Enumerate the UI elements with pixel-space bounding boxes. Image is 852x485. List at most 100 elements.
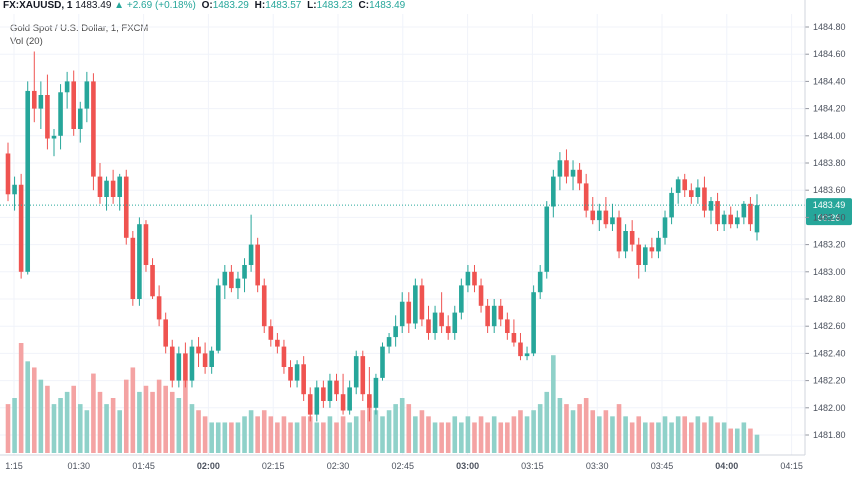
candle-body [715,201,720,225]
volume-bar [419,410,425,453]
y-tick-label: 1482.20 [813,376,846,386]
candle-body [459,285,464,313]
candle-body [150,265,155,297]
candle-body [728,214,734,225]
volume-bar [189,404,195,453]
x-tick-label: 02:15 [262,461,285,471]
candle-body [281,346,287,367]
volume-bar [518,410,523,453]
volume-bar [117,410,122,453]
volume-bar [649,422,655,453]
volume-bar [557,398,563,453]
volume-bar [169,391,175,453]
volume-bar [123,379,129,453]
candle-body [91,81,96,177]
candle-body [183,353,188,381]
candle-body [544,206,550,272]
volume-bar [38,379,44,453]
candle-body [518,342,523,357]
x-tick-label: 01:30 [68,461,91,471]
volume-bar [531,410,536,453]
candle-body [754,205,760,233]
volume-bar [373,410,379,453]
volume-bar [465,416,471,453]
volume-bar [675,416,681,453]
volume-bar [143,385,149,453]
candle-body [340,394,346,411]
volume-bar [590,410,596,453]
candle-body [202,353,208,367]
volume-bar [721,422,727,453]
volume-bar [616,404,622,453]
volume-bar [64,391,70,453]
candle-body [445,326,451,333]
low-label: L: [307,0,317,11]
candle-body [524,353,530,357]
candle-body [373,377,379,408]
candle-body [702,187,707,211]
volume-legend[interactable]: Vol (20) [10,36,43,47]
candle-body [498,305,504,320]
candle-body [347,387,352,411]
candle-body [307,394,313,415]
price-tag-countdown: 00:26 [818,213,841,223]
volume-bar [353,416,359,453]
volume-bar [656,422,661,453]
candle-body [656,237,661,252]
volume-bar [91,373,96,453]
open-label: O: [201,0,213,11]
candle-body [472,271,477,286]
candle-body [380,346,385,378]
volume-bar [18,343,24,453]
volume-bars [5,343,760,453]
candle-body [419,285,425,320]
up-arrow-icon: ▲ [114,0,125,11]
volume-bar [577,404,582,453]
candle-body [682,179,688,191]
candle-body [334,380,339,395]
volume-bar [137,391,142,453]
x-tick-label: 02:45 [392,461,415,471]
symbol-name[interactable]: FX:XAUUSD, 1 [3,0,73,11]
candle-body [511,333,517,343]
volume-bar [51,404,57,453]
volume-bar [314,422,320,453]
volume-bar [104,404,109,453]
volume-bar [564,404,569,453]
price-tag [806,198,852,226]
y-tick-label: 1482.80 [813,294,846,304]
volume-bar [209,422,214,453]
volume-bar [669,422,674,453]
candle-body [51,135,57,139]
candle-body [465,271,471,286]
volume-bar [636,416,642,453]
volume-bar [386,410,392,453]
y-tick-label: 1484.40 [813,76,846,86]
y-tick-label: 1484.20 [813,104,846,114]
volume-bar [327,416,333,453]
candle-body [360,356,366,395]
candle-body [386,337,392,347]
volume-bar [754,434,760,453]
volume-bar [261,410,267,453]
high-value: 1483.57 [265,0,302,11]
candle-body [551,176,556,207]
candle-body [209,350,214,367]
candle-body [38,95,44,109]
volume-bar [610,416,615,453]
chart-grid [0,14,805,455]
y-tick-label: 1483.20 [813,240,846,250]
x-tick-label: 03:15 [521,461,544,471]
candle-body [432,312,438,333]
candle-body [229,271,234,289]
candle-body [688,190,694,197]
y-tick-label: 1481.80 [813,430,846,440]
candle-body [531,292,536,354]
price-axis: 1484.80 1484.60 1484.40 1484.20 1484.00 1483.… [804,0,846,455]
candle-body [104,180,109,197]
y-tick-label: 1483.80 [813,158,846,168]
volume-bar [5,404,11,453]
volume-bar [334,422,339,453]
y-tick-label: 1483.60 [813,185,846,195]
